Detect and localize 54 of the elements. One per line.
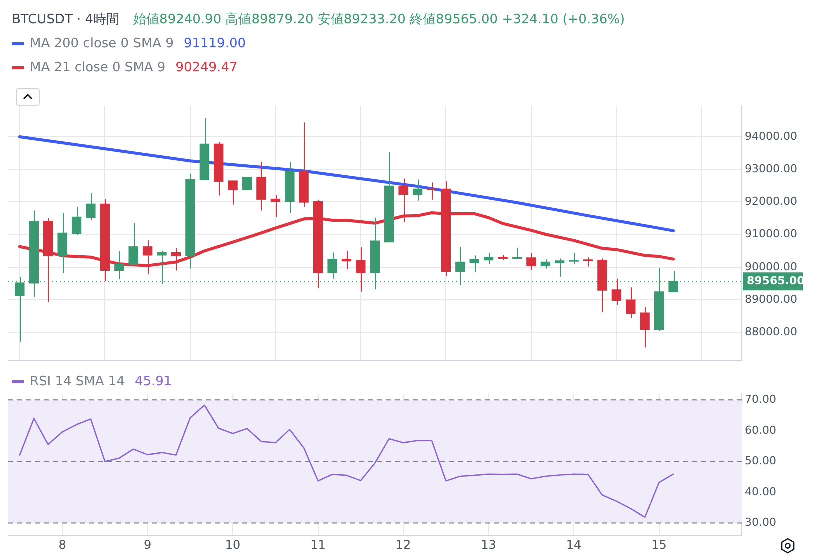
candlestick [612, 278, 622, 306]
y-tick-label: 60.00 [745, 424, 776, 437]
x-tick-label: 9 [144, 538, 152, 552]
candlestick [456, 246, 466, 286]
text: 90249.47 [176, 60, 238, 76]
x-tick-label: 13 [481, 538, 496, 552]
legend-label: RSI 14 SMA 14 [30, 374, 125, 390]
candlestick [242, 176, 252, 191]
candlestick [72, 206, 82, 236]
candlestick [114, 250, 124, 280]
y-tick-label: 93000.00 [745, 162, 798, 176]
x-tick-label: 14 [566, 538, 582, 552]
x-tick-label: 8 [58, 538, 66, 552]
candlestick [58, 212, 68, 274]
candlestick [540, 259, 550, 270]
y-tick-label: 40.00 [745, 485, 776, 498]
candlestick [484, 252, 494, 266]
candlestick [626, 287, 636, 318]
candlestick [583, 256, 594, 268]
chart-subtitle: 始値89240.90 高値89879.20 安値89233.20 終値89565.00 +324.10 (+0.36%) [134, 11, 626, 28]
y-tick-label: 92000.00 [745, 195, 798, 208]
candlestick [256, 162, 266, 212]
chart-title: BTCUSDT · 4時間 [12, 12, 120, 28]
candlestick [526, 252, 536, 271]
candlestick [470, 255, 480, 273]
candlestick [554, 258, 565, 278]
candlestick [569, 252, 579, 266]
candlestick [412, 179, 423, 202]
ref-line-label: 89565.00 [747, 274, 806, 288]
x-tick-label: 15 [652, 538, 667, 552]
candlestick [640, 306, 650, 348]
text: 45.91 [134, 374, 172, 390]
legend-label: MA 200 close 0 SMA 9 [30, 36, 174, 52]
candlestick [328, 252, 338, 280]
y-tick-label: 94000.00 [745, 130, 798, 143]
x-tick-label: 12 [396, 538, 412, 552]
candlestick [342, 250, 352, 270]
x-tick-label: 11 [310, 538, 326, 552]
y-tick-label: 91000.00 [745, 228, 798, 241]
y-tick-label: 70.00 [745, 393, 776, 406]
y-tick-label: 50.00 [745, 454, 776, 468]
text: 91119.00 [184, 36, 246, 52]
candlestick [228, 180, 238, 206]
candlestick [427, 182, 437, 200]
y-tick-label: 88000.00 [745, 326, 798, 339]
legend-label: MA 21 close 0 SMA 9 [30, 60, 166, 76]
y-tick-label: 89000.00 [745, 292, 798, 306]
candlestick [128, 222, 138, 266]
y-tick-label: 90000.00 [745, 260, 798, 274]
y-tick-label: 30.00 [745, 516, 776, 530]
candlestick [356, 247, 366, 292]
x-tick-label: 10 [225, 538, 241, 552]
candlestick [86, 192, 96, 221]
candlestick [270, 194, 281, 218]
